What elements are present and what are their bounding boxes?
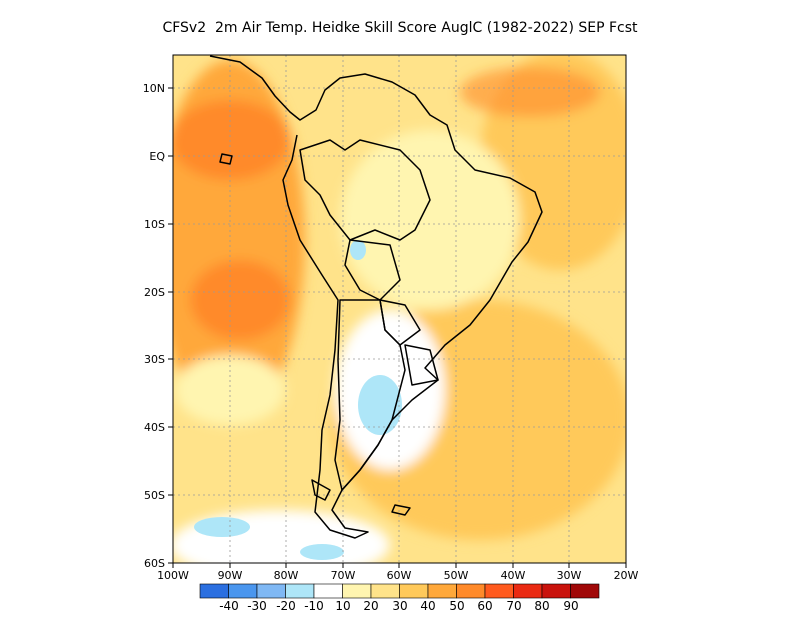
- colorbar-swatch: [256, 583, 286, 599]
- galapagos-islands: [219, 153, 233, 165]
- colorbar-labels: -40 -30 -20 -10 10 20 30 40 50 60 70 80 …: [219, 599, 578, 613]
- field-pacific-south-hotspot: [190, 260, 290, 340]
- colorbar-swatch: [199, 583, 229, 599]
- colorbar-swatch: [342, 583, 372, 599]
- chart-title: CFSv2 2m Air Temp. Heidke Skill Score Au…: [162, 20, 638, 36]
- lon-label: 50W: [444, 569, 469, 582]
- colorbar-swatch: [427, 583, 457, 599]
- lon-label: 90W: [218, 569, 243, 582]
- lat-label: 60S: [144, 557, 165, 570]
- tick-marks: [168, 87, 627, 568]
- colorbar-label: 10: [335, 599, 350, 613]
- colorbar-swatch: [399, 583, 429, 599]
- colorbar-swatches: [199, 583, 600, 599]
- colorbar-swatch: [370, 583, 400, 599]
- chile-fjords: [311, 479, 331, 501]
- colorbar-label: 80: [534, 599, 549, 613]
- field-caribbean-warm: [460, 67, 600, 117]
- coastlines: [209, 55, 543, 539]
- colorbar: -40 -30 -20 -10 10 20 30 40 50 60 70 80 …: [199, 583, 600, 613]
- field-pacific-hotspot: [173, 100, 290, 180]
- lon-label: 20W: [614, 569, 639, 582]
- grid-lines: [173, 55, 626, 563]
- colorbar-label: 30: [392, 599, 407, 613]
- colorbar-swatch: [456, 583, 486, 599]
- border-interior-north: [299, 139, 431, 241]
- colorbar-label: 60: [477, 599, 492, 613]
- colorbar-swatch: [228, 583, 258, 599]
- colorbar-label: -10: [304, 599, 324, 613]
- field-amazon-pale: [340, 130, 520, 310]
- lat-label: EQ: [149, 150, 165, 163]
- colorbar-label: 20: [363, 599, 378, 613]
- lat-label: 20S: [144, 286, 165, 299]
- lon-label: 100W: [157, 569, 189, 582]
- skill-score-field: [173, 55, 626, 563]
- lat-label: 30S: [144, 353, 165, 366]
- longitude-labels: 100W 90W 80W 70W 60W 50W 40W 30W 20W: [157, 569, 638, 582]
- lat-label: 10S: [144, 218, 165, 231]
- colorbar-swatch: [484, 583, 514, 599]
- colorbar-swatch: [285, 583, 315, 599]
- lat-label: 40S: [144, 421, 165, 434]
- colorbar-swatch: [313, 583, 343, 599]
- colorbar-label: 70: [506, 599, 521, 613]
- lat-label: 50S: [144, 489, 165, 502]
- colorbar-label: 90: [563, 599, 578, 613]
- colorbar-label: -20: [276, 599, 296, 613]
- colorbar-swatch: [570, 583, 600, 599]
- field-south-pacific-cool-1: [194, 517, 250, 537]
- colorbar-swatch: [541, 583, 571, 599]
- colorbar-label: -30: [247, 599, 267, 613]
- colorbar-label: 50: [449, 599, 464, 613]
- falkland-islands: [391, 504, 411, 516]
- lon-label: 30W: [557, 569, 582, 582]
- lon-label: 40W: [501, 569, 526, 582]
- latitude-labels: 10N EQ 10S 20S 30S 40S 50S 60S: [143, 82, 166, 570]
- lon-label: 70W: [331, 569, 356, 582]
- lon-label: 80W: [274, 569, 299, 582]
- field-argentina-cool: [358, 375, 402, 435]
- field-south-pacific-cool-2: [300, 544, 344, 560]
- lat-label: 10N: [143, 82, 165, 95]
- colorbar-swatch: [513, 583, 543, 599]
- lon-label: 60W: [387, 569, 412, 582]
- south-america-coast: [209, 55, 543, 539]
- border-uruguay: [404, 344, 439, 386]
- field-bolivia-cool: [350, 240, 366, 260]
- border-argentina: [334, 299, 406, 491]
- colorbar-label: 40: [420, 599, 435, 613]
- colorbar-label: -40: [219, 599, 239, 613]
